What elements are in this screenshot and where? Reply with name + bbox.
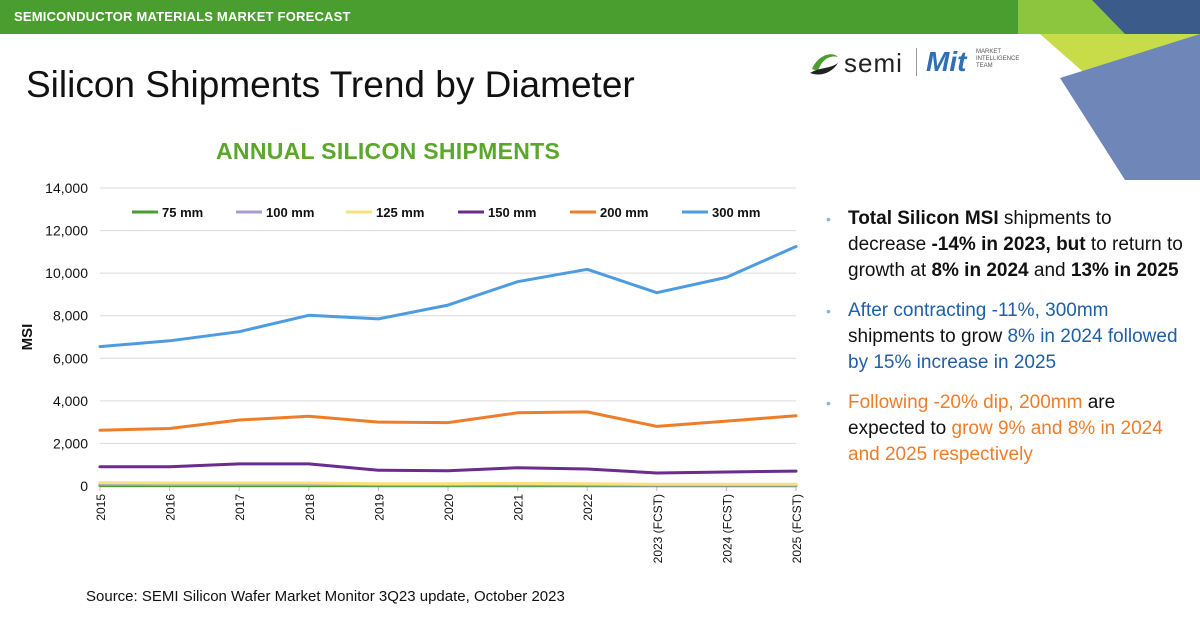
mit-logo-subtitle: MARKET INTELLIGENCE TEAM [976,49,1020,69]
deco-blue [1060,34,1200,180]
y-tick-label: 12,000 [45,223,88,239]
y-tick-label: 0 [80,478,88,494]
logo-separator [916,48,917,76]
y-tick-label: 10,000 [45,265,88,281]
y-tick-label: 6,000 [53,350,88,366]
logo-group: semi Mit MARKET INTELLIGENCE TEAM [808,44,1028,80]
bullet-total-silicon: • Total Silicon MSI shipments to decreas… [826,208,1183,281]
series-line-150mm [98,462,798,475]
x-tick-label: 2020 [442,494,456,521]
deco-dark-blue [1092,0,1200,34]
y-tick-label: 4,000 [53,393,88,409]
x-tick-label: 2024 (FCST) [720,494,734,563]
y-tick-label: 14,000 [45,180,88,196]
bullet-dot: • [826,211,831,227]
semi-logo-icon [810,54,838,75]
bullet-300mm: • After contracting -11%, 300mm shipment… [826,300,1178,373]
bullet-dot: • [826,303,831,319]
y-axis-label: MSI [19,324,36,351]
bullet-dot: • [826,395,831,411]
series-line-125mm [98,481,798,486]
x-tick-label: 2025 (FCST) [790,494,804,563]
series-line-200mm [98,410,798,432]
mit-logo-text: Mit [926,46,967,77]
line-chart: 0 2,000 4,000 6,000 8,000 10,000 12,000 14,000 2… [19,180,804,563]
series-line-300mm [98,245,798,349]
x-tick-label: 2023 (FCST) [651,494,665,563]
legend-label: 125 mm [376,205,424,220]
header-bar-label: SEMICONDUCTOR MATERIALS MARKET FORECAST [14,9,351,24]
bullet-200mm: • Following -20% dip, 200mm are expected… [826,392,1163,465]
y-tick-label: 2,000 [53,435,88,451]
legend-label: 75 mm [162,205,203,220]
header-bar: SEMICONDUCTOR MATERIALS MARKET FORECAST [0,0,1200,34]
chart-title: ANNUAL SILICON SHIPMENTS [216,138,561,164]
x-tick-label: 2018 [303,494,317,521]
x-tick-label: 2017 [233,494,247,521]
source-note: Source: SEMI Silicon Wafer Market Monito… [86,588,565,605]
legend-label: 300 mm [712,205,760,220]
x-tick-label: 2019 [372,494,386,521]
key-points: • Total Silicon MSI shipments to decreas… [826,206,1186,482]
slide-title: Silicon Shipments Trend by Diameter [26,64,635,105]
legend-label: 100 mm [266,205,314,220]
legend-label: 200 mm [600,205,648,220]
x-tick-label: 2016 [164,494,178,521]
semi-logo-text: semi [844,48,903,78]
legend-label: 150 mm [488,205,536,220]
x-tick-label: 2022 [581,494,595,521]
y-tick-label: 8,000 [53,308,88,324]
x-tick-label: 2015 [94,494,108,521]
x-tick-label: 2021 [512,494,526,521]
